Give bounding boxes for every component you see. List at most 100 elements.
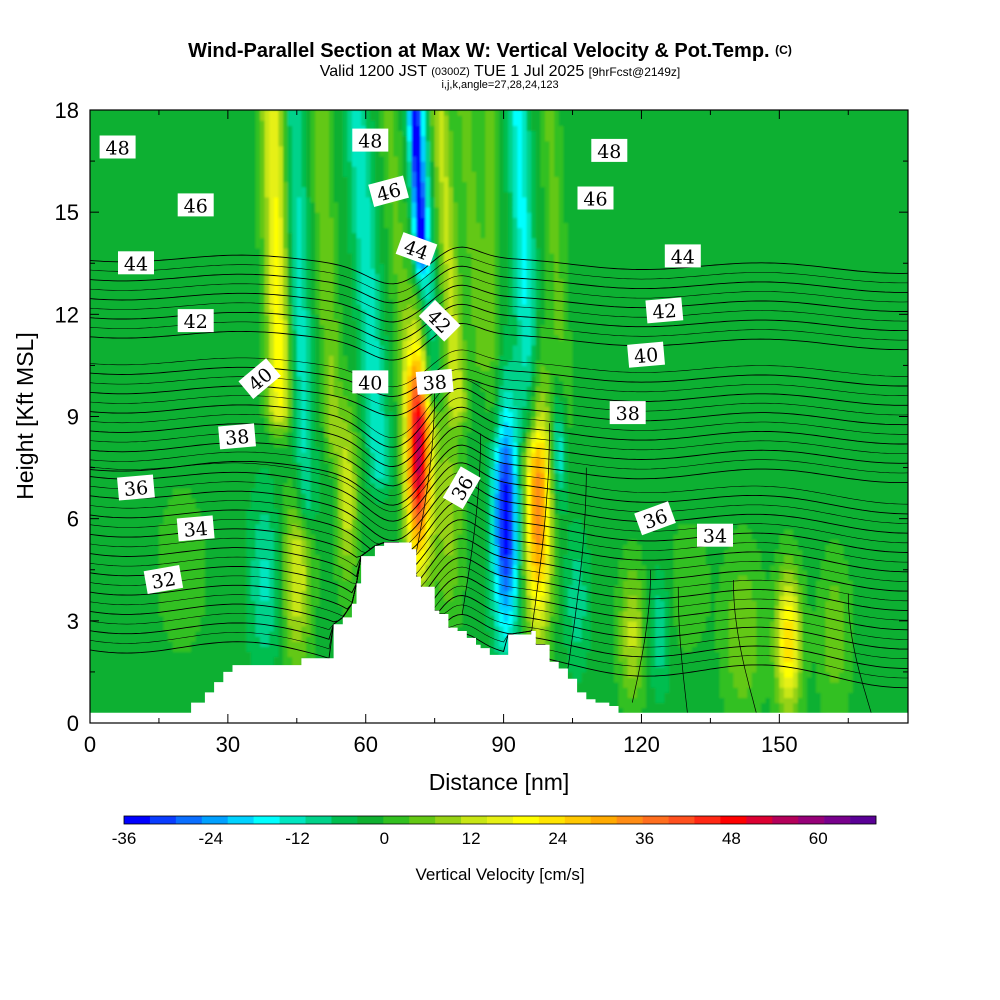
heatmap-cell xyxy=(191,181,197,188)
heatmap-cell xyxy=(218,390,224,397)
heatmap-cell xyxy=(90,467,96,474)
heatmap-cell xyxy=(195,508,201,515)
heatmap-cell xyxy=(218,406,224,412)
heatmap-cell xyxy=(241,191,247,198)
heatmap-cell xyxy=(103,574,109,581)
heatmap-cell xyxy=(191,426,197,433)
heatmap-cell xyxy=(168,227,174,234)
heatmap-cell xyxy=(209,452,215,458)
heatmap-cell xyxy=(90,442,96,448)
heatmap-cell xyxy=(260,201,266,208)
heatmap-cell xyxy=(214,615,220,622)
heatmap-cell xyxy=(269,278,275,285)
heatmap-cell xyxy=(181,641,188,647)
heatmap-cell xyxy=(163,186,169,193)
heatmap-cell xyxy=(264,263,270,269)
heatmap-cell xyxy=(232,171,238,178)
heatmap-cell xyxy=(158,227,165,234)
heatmap-cell xyxy=(204,411,211,418)
heatmap-cell xyxy=(264,513,270,520)
heatmap-cell xyxy=(145,283,151,290)
heatmap-cell xyxy=(131,625,137,632)
heatmap-cell xyxy=(223,212,229,218)
heatmap-cell xyxy=(214,416,220,423)
heatmap-cell xyxy=(218,493,224,499)
heatmap-cell xyxy=(122,329,128,336)
heatmap-cell xyxy=(269,130,275,137)
heatmap-cell xyxy=(154,304,160,310)
heatmap-cell xyxy=(246,396,252,402)
heatmap-cell xyxy=(204,242,211,249)
heatmap-cell xyxy=(186,697,192,704)
heatmap-cell xyxy=(172,217,178,223)
heatmap-cell xyxy=(172,390,178,397)
heatmap-cell xyxy=(200,237,206,244)
heatmap-cell xyxy=(191,299,197,305)
heatmap-cell xyxy=(154,355,160,361)
heatmap-cell xyxy=(99,396,105,402)
heatmap-cell xyxy=(135,288,142,295)
heatmap-cell xyxy=(191,631,197,637)
heatmap-cell xyxy=(154,309,160,315)
heatmap-cell xyxy=(260,191,266,198)
heatmap-cell xyxy=(145,176,151,183)
subtitle-utc: (0300Z) xyxy=(431,66,470,78)
heatmap-cell xyxy=(140,207,146,213)
heatmap-cell xyxy=(181,625,188,632)
heatmap-cell xyxy=(112,115,119,121)
heatmap-cell xyxy=(140,176,146,183)
heatmap-cell xyxy=(135,431,142,438)
heatmap-cell xyxy=(145,528,151,535)
heatmap-cell xyxy=(131,309,137,315)
heatmap-cell xyxy=(255,436,261,443)
heatmap-cell xyxy=(227,462,234,469)
heatmap-cell xyxy=(227,636,234,642)
heatmap-cell xyxy=(200,436,206,443)
heatmap-cell xyxy=(177,355,183,361)
heatmap-cell xyxy=(273,488,280,494)
heatmap-cell xyxy=(181,651,188,658)
heatmap-cell xyxy=(223,569,229,576)
heatmap-cell xyxy=(246,115,252,121)
heatmap-cell xyxy=(218,559,224,566)
heatmap-cell xyxy=(168,447,174,453)
heatmap-cell xyxy=(94,186,100,193)
heatmap-cell xyxy=(186,186,192,193)
heatmap-cell xyxy=(232,130,238,137)
heatmap-cell xyxy=(172,462,178,469)
heatmap-cell xyxy=(204,120,211,126)
heatmap-cell xyxy=(273,661,280,668)
heatmap-cell xyxy=(181,631,188,637)
heatmap-cell xyxy=(181,416,188,423)
heatmap-cell xyxy=(172,258,178,264)
heatmap-cell xyxy=(223,273,229,280)
heatmap-cell xyxy=(260,625,266,632)
heatmap-cell xyxy=(250,631,257,637)
heatmap-cell xyxy=(145,227,151,234)
heatmap-cell xyxy=(117,539,123,545)
heatmap-cell xyxy=(241,227,247,234)
heatmap-cell xyxy=(90,426,96,433)
heatmap-cell xyxy=(200,360,206,367)
heatmap-cell xyxy=(260,396,266,402)
heatmap-cell xyxy=(117,222,123,229)
heatmap-cell xyxy=(122,549,128,556)
heatmap-cell xyxy=(273,140,280,147)
heatmap-cell xyxy=(278,498,284,504)
heatmap-cell xyxy=(158,539,165,545)
heatmap-cell xyxy=(264,125,270,132)
heatmap-cell xyxy=(99,212,105,218)
heatmap-cell xyxy=(126,467,132,474)
heatmap-cell xyxy=(218,304,224,310)
heatmap-cell xyxy=(149,544,155,550)
heatmap-cell xyxy=(204,539,211,545)
heatmap-cell xyxy=(204,488,211,494)
heatmap-cell xyxy=(158,615,165,622)
heatmap-cell xyxy=(264,498,270,504)
heatmap-cell xyxy=(177,110,183,116)
heatmap-cell xyxy=(117,707,123,714)
heatmap-cell xyxy=(260,467,266,474)
heatmap-cell xyxy=(177,421,183,428)
heatmap-cell xyxy=(214,263,220,269)
heatmap-cell xyxy=(154,702,160,709)
